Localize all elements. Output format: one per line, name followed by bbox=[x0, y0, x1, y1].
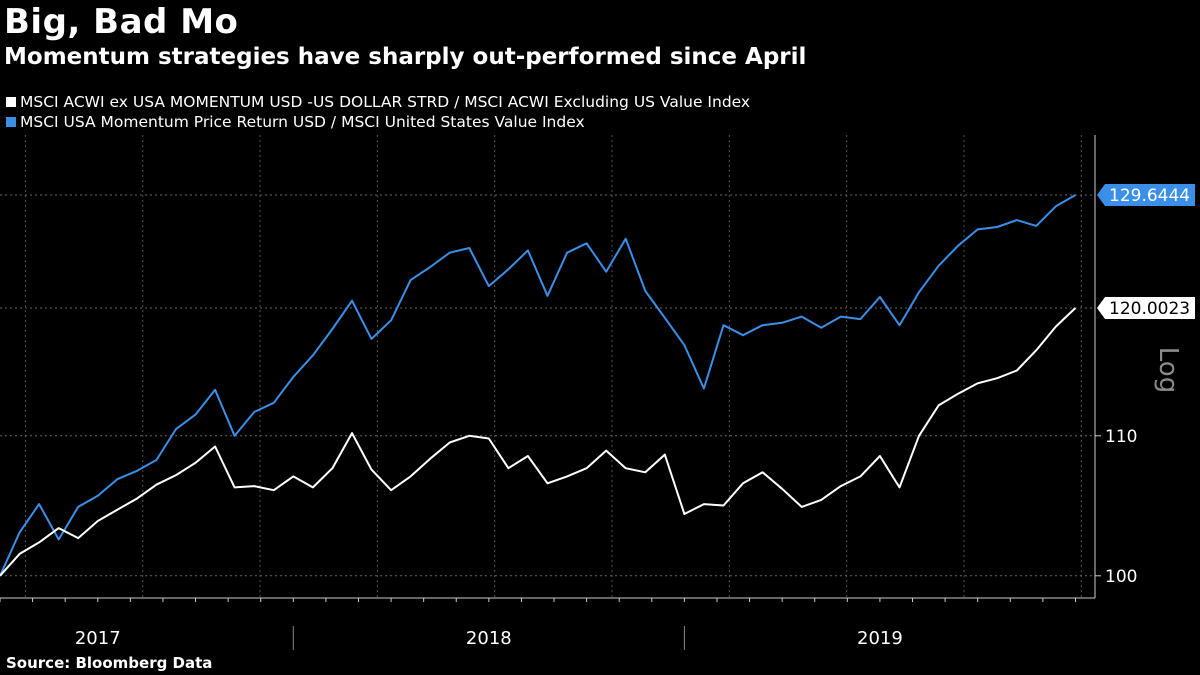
legend-item-usa: MSCI USA Momentum Price Return USD / MSC… bbox=[6, 112, 750, 132]
legend: MSCI ACWI ex USA MOMENTUM USD -US DOLLAR… bbox=[6, 92, 750, 132]
y-tick-label: 100 bbox=[1105, 567, 1137, 587]
chart-title: Big, Bad Mo bbox=[4, 2, 239, 42]
source-note: Source: Bloomberg Data bbox=[6, 654, 213, 672]
x-year-label: 2017 bbox=[75, 628, 121, 649]
chart-subtitle: Momentum strategies have sharply out-per… bbox=[4, 44, 807, 70]
last-value-label-1: 129.6444 bbox=[1109, 186, 1190, 206]
legend-label-acwi: MSCI ACWI ex USA MOMENTUM USD -US DOLLAR… bbox=[20, 93, 751, 111]
series-line-0 bbox=[0, 307, 1077, 577]
last-value-tag-0 bbox=[1097, 297, 1195, 320]
last-value-tag-1 bbox=[1097, 183, 1195, 206]
x-year-label: 2019 bbox=[857, 628, 903, 649]
series-line-1 bbox=[0, 194, 1076, 577]
y-tick-label: 110 bbox=[1105, 427, 1137, 447]
legend-swatch-acwi bbox=[6, 97, 16, 107]
legend-label-usa: MSCI USA Momentum Price Return USD / MSC… bbox=[20, 113, 585, 131]
last-value-label-0: 120.0023 bbox=[1109, 299, 1190, 319]
legend-swatch-usa bbox=[6, 117, 16, 127]
x-year-label: 2018 bbox=[466, 628, 512, 649]
scale-label: Log bbox=[1153, 347, 1183, 393]
legend-item-acwi: MSCI ACWI ex USA MOMENTUM USD -US DOLLAR… bbox=[6, 92, 750, 112]
